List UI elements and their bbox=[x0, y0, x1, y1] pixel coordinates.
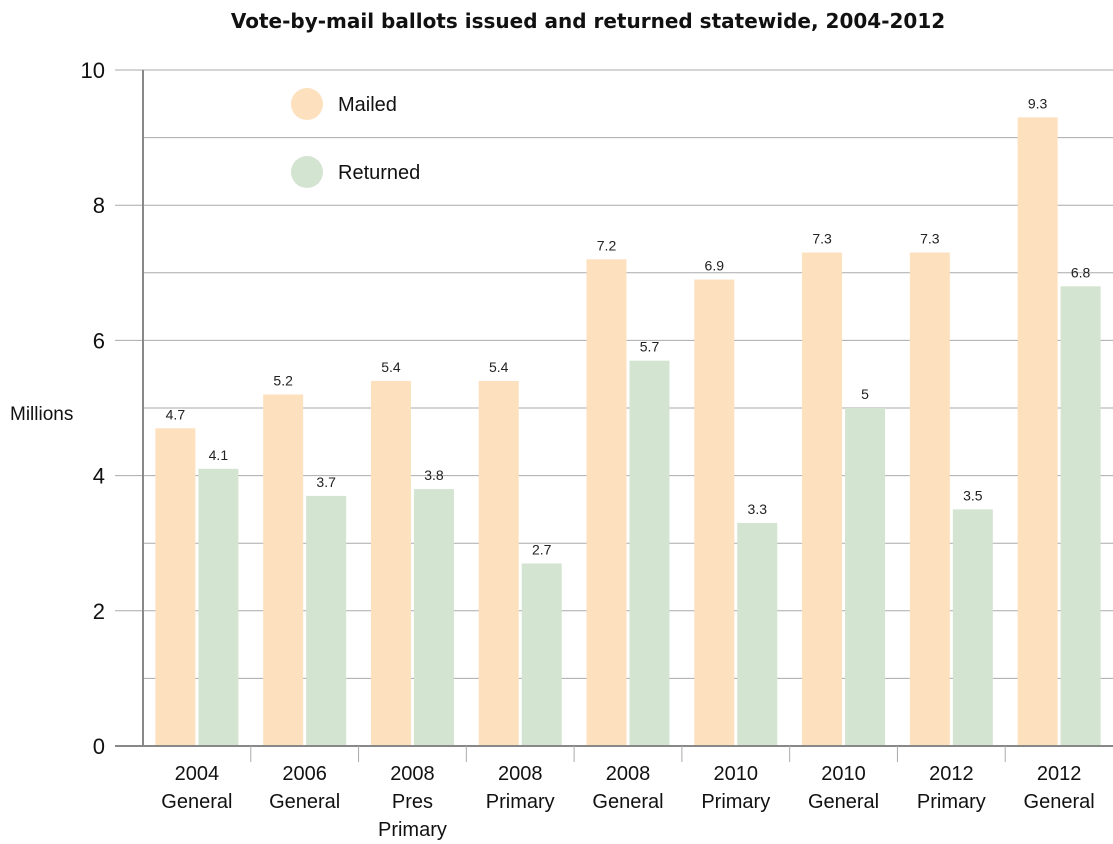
x-tick-label: Primary bbox=[486, 791, 555, 813]
bar-returned bbox=[845, 408, 886, 746]
x-tick-label: Pres bbox=[392, 791, 433, 813]
legend-swatch-mailed bbox=[291, 88, 323, 120]
x-tick-label: General bbox=[1024, 791, 1095, 813]
bar-returned bbox=[737, 522, 778, 746]
data-label-returned: 3.5 bbox=[963, 487, 983, 503]
y-tick-label: 4 bbox=[93, 464, 105, 489]
data-label-mailed: 5.4 bbox=[381, 359, 401, 375]
x-tick-label: General bbox=[808, 791, 879, 813]
legend: Mailed Returned bbox=[291, 88, 420, 188]
x-tick-label: 2008 bbox=[498, 763, 543, 785]
bar-returned bbox=[1060, 286, 1101, 746]
data-label-mailed: 6.9 bbox=[705, 258, 725, 274]
x-tick-label: 2008 bbox=[606, 763, 651, 785]
x-tick-label: 2006 bbox=[282, 763, 327, 785]
data-label-mailed: 7.3 bbox=[812, 231, 832, 247]
data-label-mailed: 5.4 bbox=[489, 359, 509, 375]
x-tick-label: General bbox=[592, 791, 663, 813]
data-label-returned: 2.7 bbox=[532, 541, 552, 557]
data-label-returned: 6.8 bbox=[1071, 264, 1091, 280]
data-label-mailed: 4.7 bbox=[166, 406, 186, 422]
y-tick-label: 2 bbox=[93, 599, 105, 624]
legend-label-returned: Returned bbox=[338, 162, 420, 184]
data-label-returned: 5 bbox=[861, 386, 869, 402]
data-label-returned: 4.1 bbox=[209, 447, 229, 463]
chart-title: Vote-by-mail ballots issued and returned… bbox=[231, 9, 945, 33]
bar-returned bbox=[629, 360, 670, 746]
x-tick-label: 2010 bbox=[714, 763, 759, 785]
data-label-returned: 3.3 bbox=[748, 501, 768, 517]
y-tick-label: 6 bbox=[93, 328, 105, 353]
data-label-returned: 3.7 bbox=[316, 474, 336, 490]
x-tick-label: 2004 bbox=[175, 763, 220, 785]
data-label-mailed: 5.2 bbox=[273, 372, 293, 388]
bar-returned bbox=[521, 563, 562, 746]
x-tick-label: General bbox=[161, 791, 232, 813]
x-tick-label: Primary bbox=[917, 791, 986, 813]
x-tick-label: Primary bbox=[378, 819, 447, 841]
bar-returned bbox=[952, 509, 993, 746]
data-label-mailed: 7.3 bbox=[920, 231, 940, 247]
y-axis-label: Millions bbox=[10, 404, 73, 425]
bar-mailed bbox=[370, 380, 411, 746]
y-tick-label: 8 bbox=[93, 193, 105, 218]
y-axis: 0 2 4 6 8 10 bbox=[81, 58, 144, 759]
x-tick-label: 2012 bbox=[929, 763, 974, 785]
data-labels: 4.7 4.1 5.2 3.7 5.4 3.8 5.4 2.7 7.2 5.7 6.9 3.3 7.3 5… bbox=[166, 95, 1091, 557]
legend-swatch-returned bbox=[291, 156, 323, 188]
x-tick-label: 2010 bbox=[821, 763, 866, 785]
bar-mailed bbox=[694, 279, 735, 746]
bar-mailed bbox=[263, 394, 304, 746]
bar-returned bbox=[306, 495, 347, 746]
bar-mailed bbox=[478, 380, 519, 746]
gridlines bbox=[143, 69, 1113, 679]
x-tick-label: 2008 bbox=[390, 763, 435, 785]
bar-returned bbox=[198, 468, 239, 746]
bar-mailed bbox=[155, 428, 196, 746]
bar-returned bbox=[413, 489, 454, 746]
bar-mailed bbox=[909, 252, 950, 746]
y-tick-label: 10 bbox=[81, 58, 105, 83]
x-axis: 2004 General 2006 General 2008 Pres Primary 200… bbox=[115, 745, 1113, 841]
x-tick-label: 2012 bbox=[1037, 763, 1082, 785]
y-tick-label: 0 bbox=[93, 734, 105, 759]
bars bbox=[155, 117, 1101, 746]
data-label-mailed: 7.2 bbox=[597, 237, 617, 253]
x-tick-label: Primary bbox=[701, 791, 770, 813]
data-label-mailed: 9.3 bbox=[1028, 95, 1048, 111]
data-label-returned: 5.7 bbox=[640, 339, 660, 355]
legend-label-mailed: Mailed bbox=[338, 94, 397, 116]
data-label-returned: 3.8 bbox=[424, 467, 444, 483]
bar-mailed bbox=[802, 252, 843, 746]
bar-mailed bbox=[586, 259, 627, 746]
bar-mailed bbox=[1017, 117, 1058, 746]
x-tick-label: General bbox=[269, 791, 340, 813]
